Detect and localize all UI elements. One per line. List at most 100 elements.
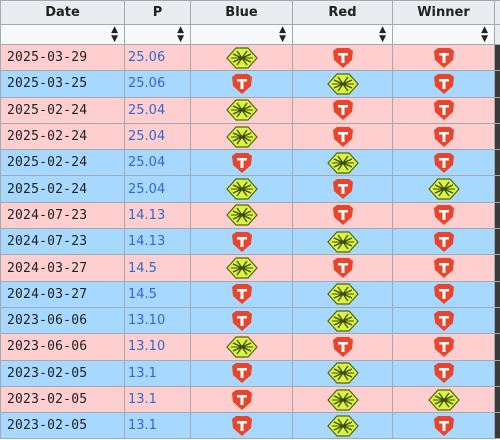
team-b-logo[interactable] xyxy=(330,47,356,69)
patch-link[interactable]: 13.1 xyxy=(124,385,191,414)
team-a-logo[interactable] xyxy=(326,310,359,332)
team-b-logo[interactable] xyxy=(229,152,255,174)
blue-team-cell xyxy=(190,228,293,256)
team-b-logo[interactable] xyxy=(330,204,356,226)
patch-link[interactable]: 14.13 xyxy=(124,201,191,230)
team-b-logo[interactable] xyxy=(229,283,255,305)
sort-patch-button[interactable]: ▲ ▼ xyxy=(124,24,191,45)
team-b-logo[interactable] xyxy=(431,231,457,253)
team-b-logo[interactable] xyxy=(431,310,457,332)
row-extra-cell xyxy=(494,70,500,98)
red-team-cell xyxy=(292,201,393,230)
sort-extra xyxy=(494,24,500,45)
team-a-logo[interactable] xyxy=(427,388,460,411)
winner-team-cell xyxy=(392,228,495,256)
sort-blue-button[interactable]: ▲ ▼ xyxy=(190,24,293,45)
team-b-logo[interactable] xyxy=(330,257,356,279)
blue-team-cell xyxy=(190,43,293,72)
team-a-logo[interactable] xyxy=(326,362,359,384)
team-b-logo[interactable] xyxy=(229,73,255,95)
column-header-blue[interactable]: Blue xyxy=(190,0,293,25)
team-a-logo[interactable] xyxy=(326,231,359,253)
team-a-logo[interactable] xyxy=(225,257,258,279)
patch-link[interactable]: 25.04 xyxy=(124,175,191,203)
team-b-logo[interactable] xyxy=(229,310,255,332)
team-b-logo[interactable] xyxy=(431,336,457,358)
team-a-logo[interactable] xyxy=(326,73,359,95)
team-b-logo[interactable] xyxy=(431,204,457,226)
patch-link[interactable]: 25.04 xyxy=(124,149,191,177)
patch-link[interactable]: 13.10 xyxy=(124,333,191,361)
team-b-logo[interactable] xyxy=(229,389,255,411)
table-row: 2024-07-23 14.13 xyxy=(0,228,500,256)
blue-team-cell xyxy=(190,96,293,124)
blue-team-cell xyxy=(190,122,293,151)
team-b-logo[interactable] xyxy=(330,99,356,121)
row-extra-cell xyxy=(494,122,500,151)
team-b-logo[interactable] xyxy=(431,99,457,121)
sort-red-button[interactable]: ▲ ▼ xyxy=(292,24,393,45)
team-a-logo[interactable] xyxy=(225,125,258,148)
match-date: 2025-03-25 xyxy=(0,70,125,98)
team-b-logo[interactable] xyxy=(431,73,457,95)
blue-team-cell xyxy=(190,149,293,177)
team-b-logo[interactable] xyxy=(431,362,457,384)
team-b-logo[interactable] xyxy=(431,415,457,437)
table-row: 2023-02-05 13.1 xyxy=(0,385,500,414)
patch-link[interactable]: 13.1 xyxy=(124,359,191,387)
table-row: 2025-02-24 25.04 xyxy=(0,175,500,203)
team-b-logo[interactable] xyxy=(330,178,356,200)
patch-link[interactable]: 25.04 xyxy=(124,122,191,151)
team-b-logo[interactable] xyxy=(229,231,255,253)
patch-link[interactable]: 25.06 xyxy=(124,43,191,72)
team-a-logo[interactable] xyxy=(427,178,460,200)
column-header-red[interactable]: Red xyxy=(292,0,393,25)
team-b-logo[interactable] xyxy=(431,283,457,305)
team-a-logo[interactable] xyxy=(326,388,359,411)
column-header-patch[interactable]: P xyxy=(124,0,191,25)
red-team-cell xyxy=(292,70,393,98)
team-a-logo[interactable] xyxy=(225,336,258,358)
red-team-cell xyxy=(292,333,393,361)
match-date: 2023-02-05 xyxy=(0,359,125,387)
patch-link[interactable]: 14.13 xyxy=(124,228,191,256)
winner-team-cell xyxy=(392,333,495,361)
team-a-logo[interactable] xyxy=(225,204,258,227)
column-header-date[interactable]: Date xyxy=(0,0,125,25)
team-b-logo[interactable] xyxy=(431,152,457,174)
team-b-logo[interactable] xyxy=(330,126,356,148)
team-a-logo[interactable] xyxy=(225,47,258,69)
team-a-logo[interactable] xyxy=(326,415,359,437)
patch-link[interactable]: 25.06 xyxy=(124,70,191,98)
patch-link[interactable]: 14.5 xyxy=(124,254,191,282)
patch-link[interactable]: 13.10 xyxy=(124,306,191,335)
team-b-logo[interactable] xyxy=(229,362,255,384)
team-a-logo[interactable] xyxy=(225,99,258,121)
column-header-extra xyxy=(494,0,500,25)
team-b-logo[interactable] xyxy=(330,336,356,358)
red-team-cell xyxy=(292,385,393,414)
team-b-logo[interactable] xyxy=(229,415,255,437)
team-a-logo[interactable] xyxy=(326,152,359,174)
match-date: 2024-03-27 xyxy=(0,280,125,308)
team-a-logo[interactable] xyxy=(326,283,359,305)
red-team-cell xyxy=(292,175,393,203)
team-a-logo[interactable] xyxy=(225,178,258,200)
row-extra-cell xyxy=(494,412,500,440)
team-b-logo[interactable] xyxy=(431,257,457,279)
blue-team-cell xyxy=(190,254,293,282)
table-row: 2023-02-05 13.1 xyxy=(0,412,500,440)
winner-team-cell xyxy=(392,412,495,440)
winner-team-cell xyxy=(392,280,495,308)
patch-link[interactable]: 14.5 xyxy=(124,280,191,308)
table-row: 2023-06-06 13.10 xyxy=(0,333,500,361)
column-header-winner[interactable]: Winner xyxy=(392,0,495,25)
sort-winner-button[interactable]: ▲ ▼ xyxy=(392,24,495,45)
team-b-logo[interactable] xyxy=(431,47,457,69)
team-b-logo[interactable] xyxy=(431,126,457,148)
patch-link[interactable]: 13.1 xyxy=(124,412,191,440)
patch-link[interactable]: 25.04 xyxy=(124,96,191,124)
row-extra-cell xyxy=(494,228,500,256)
sort-date-button[interactable]: ▲ ▼ xyxy=(0,24,125,45)
